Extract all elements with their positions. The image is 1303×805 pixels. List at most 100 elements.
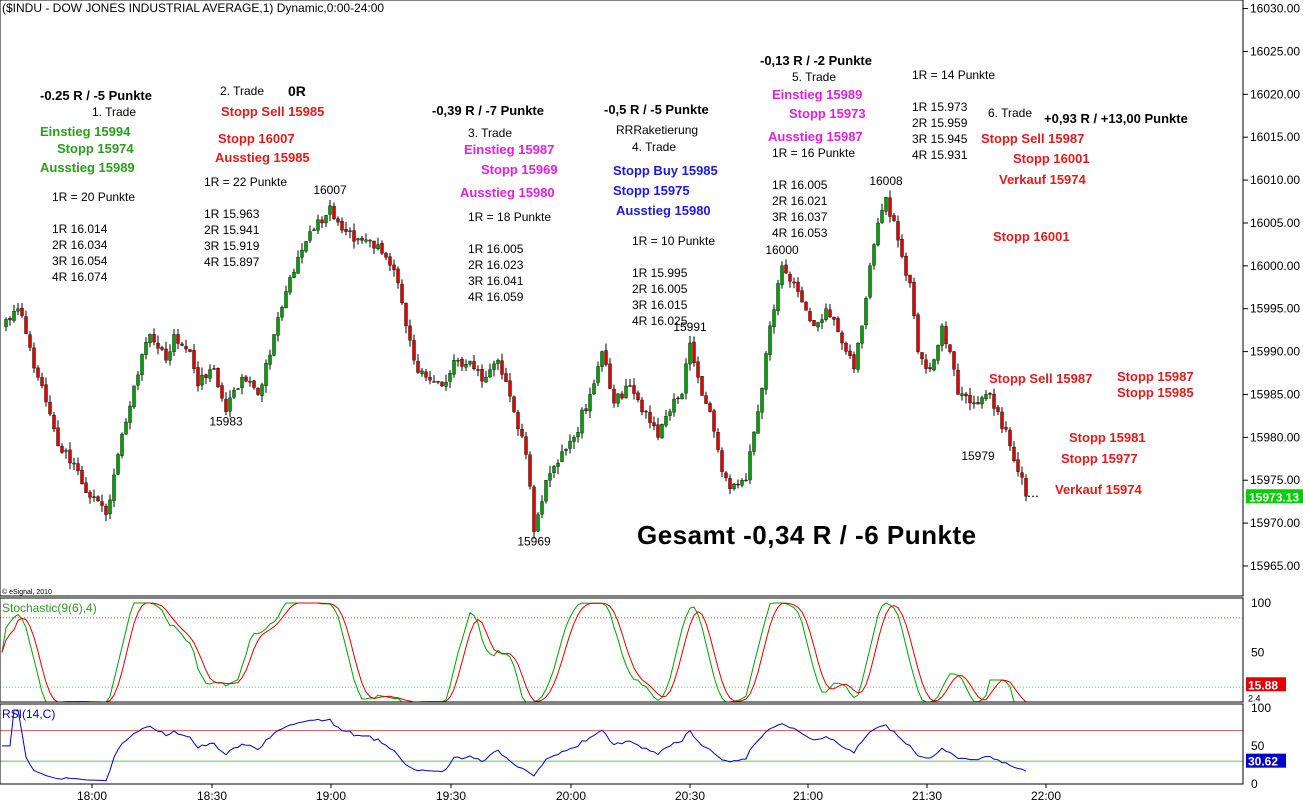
price-tick-label: 15990.00 [1250, 345, 1300, 359]
candle-body [176, 334, 180, 344]
candle-body [724, 472, 728, 478]
candle-body [544, 480, 548, 502]
trade2-stop-sell: Stopp Sell 15985 [221, 104, 325, 119]
candle-body [668, 411, 672, 416]
candle-body [960, 393, 964, 396]
candle-body [28, 334, 32, 348]
price-tick-label: 15995.00 [1250, 302, 1300, 316]
candle-body [820, 319, 824, 323]
candle-body [336, 218, 340, 223]
candle-body [260, 384, 264, 396]
trade2-r: 1R = 22 Punkte [204, 175, 288, 189]
candle-body [356, 238, 360, 241]
candle-body [60, 445, 64, 453]
candle-body [868, 265, 872, 298]
candle-body [272, 334, 276, 356]
trade2-targets: 1R 15.963 2R 15.941 3R 15.919 4R 15.897 [204, 207, 260, 269]
candle-body [632, 385, 636, 394]
candle-body [92, 496, 96, 498]
trade5-name: 5. Trade [792, 70, 837, 84]
candle-body [664, 415, 668, 426]
price-point-label: 15979 [961, 449, 995, 463]
candle-body [388, 256, 392, 266]
candle-body [192, 350, 196, 369]
trade4-r: 1R = 10 Punkte [632, 234, 716, 248]
last-price-tag [1246, 489, 1303, 504]
candle-body [392, 264, 396, 270]
candle-body [240, 377, 244, 388]
candle-body [920, 352, 924, 360]
candle-body [560, 451, 564, 463]
candle-body [372, 240, 376, 249]
candle-body [348, 230, 352, 233]
candle-body [64, 450, 68, 452]
candle-body [772, 309, 776, 327]
candle-body [692, 341, 696, 364]
candle-body [492, 363, 496, 370]
labels-layer: 16007 15983 15969 15991 16000 16008 15979 [209, 174, 995, 548]
candle-body [460, 358, 464, 367]
candle-body [400, 283, 404, 304]
candle-body [988, 393, 992, 395]
candle-body [532, 486, 536, 532]
trade1-r: 1R = 20 Punkte [52, 190, 136, 204]
candle-body [332, 205, 336, 219]
candle-body [364, 239, 368, 242]
candle-body [844, 342, 848, 352]
candle-body [296, 257, 300, 274]
candle-body [736, 483, 740, 486]
candle-body [216, 368, 220, 388]
candle-body [256, 387, 260, 395]
trade3-result: -0,39 R / -7 Punkte [432, 103, 544, 118]
candle-body [244, 376, 248, 382]
trade6-targets: 1R 15.973 2R 15.959 3R 15.945 4R 15.931 [912, 100, 968, 162]
candle-body [76, 463, 80, 471]
trade4-note: RRRaketierung [616, 123, 699, 137]
chart-title: ($INDU - DOW JONES INDUSTRIAL AVERAGE,1)… [2, 1, 385, 15]
rsi-tick-label: 0 [1251, 777, 1258, 791]
candle-body [1004, 427, 1008, 430]
candle-body [900, 239, 904, 257]
trade6-stop2: Stopp 16001 [993, 229, 1070, 244]
price-tick-label: 15975.00 [1250, 473, 1300, 487]
candle-body [24, 316, 28, 334]
right-stop-d: Stopp 15977 [1061, 451, 1138, 466]
trade1-entry: Einstieg 15994 [40, 124, 131, 139]
candle-body [200, 374, 204, 386]
candle-body [612, 388, 616, 404]
stochastic-k-line [1, 602, 1026, 703]
trade4-stop: Stopp 15975 [613, 183, 690, 198]
candle-body [804, 301, 808, 311]
price-tick-label: 15985.00 [1250, 387, 1300, 401]
trade3-exit: Ausstieg 15980 [460, 185, 555, 200]
time-tick-label: 20:00 [556, 789, 586, 803]
candle-body [688, 342, 692, 365]
trade5-entry: Einstieg 15989 [772, 87, 863, 102]
candle-body [184, 346, 188, 350]
candle-body [856, 342, 860, 370]
candle-body [320, 219, 324, 224]
candle-body [944, 326, 948, 345]
candle-body [268, 354, 272, 365]
candle-body [928, 367, 932, 369]
price-tick-label: 16005.00 [1250, 216, 1300, 230]
candle-body [564, 449, 568, 451]
time-tick-label: 21:30 [912, 789, 942, 803]
stochastic-panel-frame [0, 597, 1244, 703]
candle-body [148, 334, 152, 343]
candle-body [404, 302, 408, 327]
candle-body [16, 308, 20, 312]
candle-body [640, 399, 644, 413]
candle-body [80, 470, 84, 485]
candle-body [424, 371, 428, 378]
candle-body [420, 370, 424, 374]
candle-body [264, 363, 268, 387]
candle-body [124, 421, 128, 435]
candle-body [896, 221, 900, 241]
trade6-stop1: Stopp 16001 [1013, 151, 1090, 166]
candle-body [764, 353, 768, 390]
candle-body [908, 274, 912, 284]
trade5-result: -0,13 R / -2 Punkte [760, 53, 872, 68]
candle-body [292, 271, 296, 278]
candle-body [852, 354, 856, 369]
